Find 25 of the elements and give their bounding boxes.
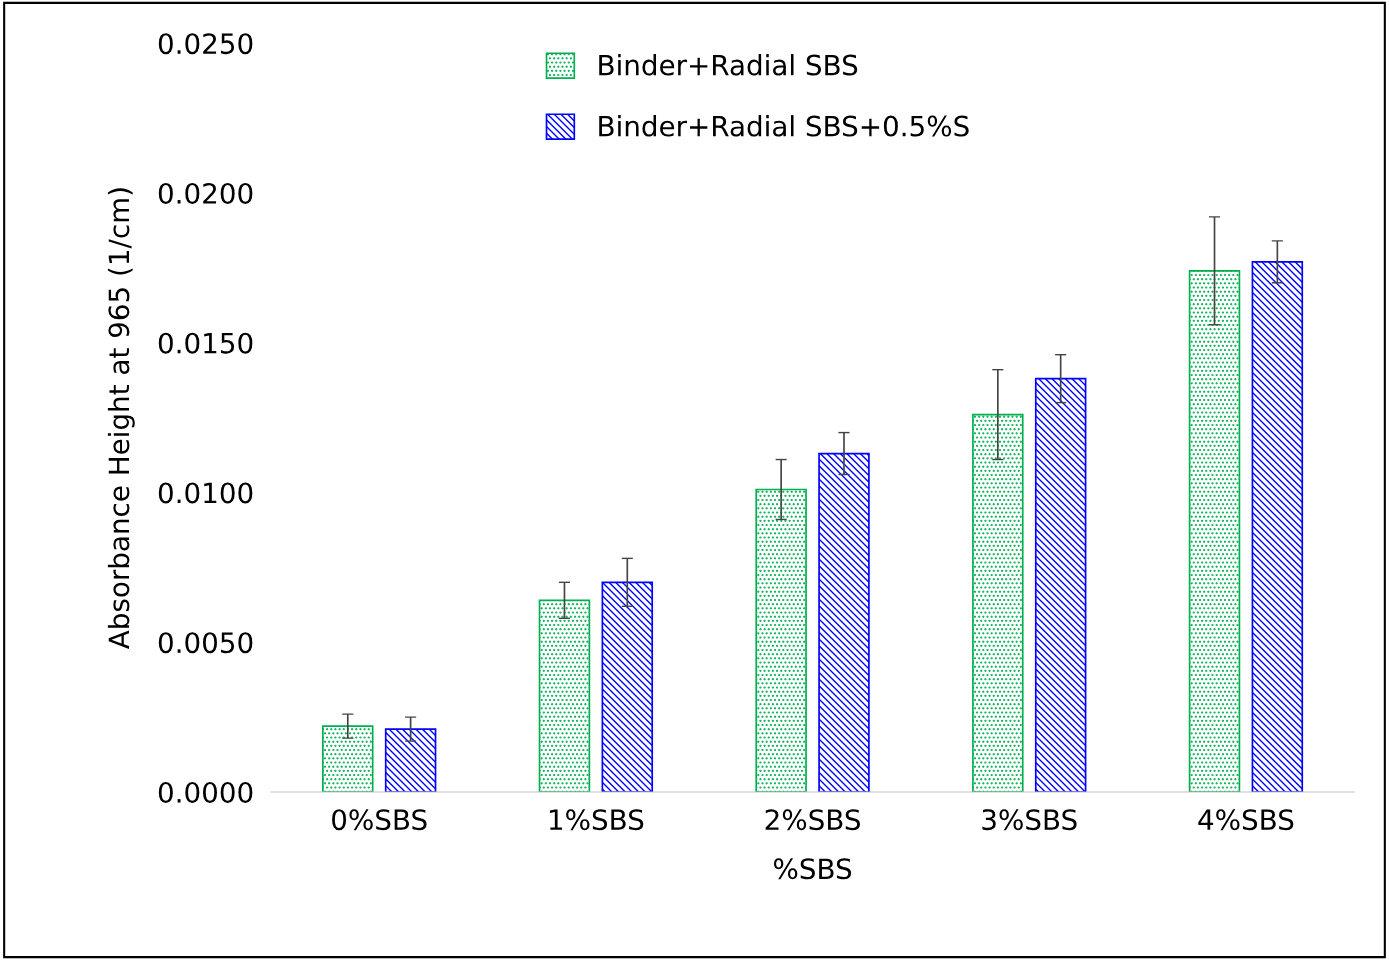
bar: [972, 413, 1024, 792]
bar: [755, 488, 807, 792]
y-tick-label: 0.0100: [158, 482, 253, 504]
bar: [322, 725, 374, 792]
y-tick-label: 0.0200: [158, 182, 253, 204]
bar: [384, 728, 437, 792]
y-tick-label: 0.0000: [158, 781, 253, 803]
x-tick-label: 4%SBS: [1198, 809, 1294, 831]
bar: [601, 581, 654, 792]
x-tick-label: 2%SBS: [765, 809, 860, 831]
y-tick-label: 0.0150: [158, 332, 253, 354]
x-axis-title: %SBS: [773, 858, 852, 880]
y-tick-label: 0.0050: [158, 632, 253, 654]
y-tick-label: 0.0250: [158, 33, 253, 55]
legend-label: Binder+Radial SBS: [599, 54, 858, 76]
x-tick-label: 0%SBS: [332, 809, 427, 831]
bar: [1034, 377, 1087, 792]
x-tick-label: 1%SBS: [549, 809, 644, 831]
legend-label: Binder+Radial SBS+0.5%S: [599, 115, 969, 137]
x-tick-label: 3%SBS: [982, 809, 1077, 831]
bar: [1251, 261, 1304, 792]
bar: [1188, 270, 1241, 792]
bar: [818, 452, 870, 792]
bar: [538, 599, 591, 792]
y-axis-title: Absorbance Height at 965 (1/cm): [107, 188, 135, 650]
